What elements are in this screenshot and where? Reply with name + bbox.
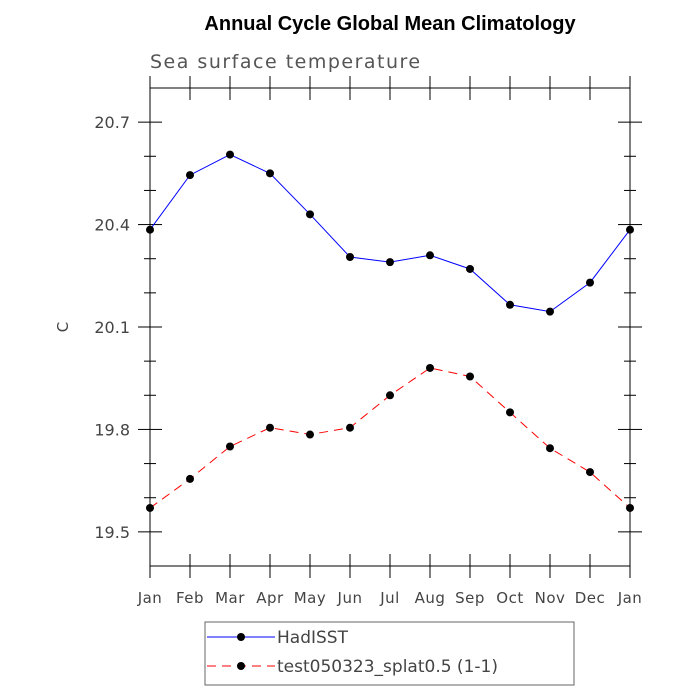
data-point-s0-8 (466, 264, 474, 273)
data-point-s1-1 (186, 474, 194, 483)
data-point-s0-7 (426, 251, 434, 260)
legend-label-hadisst: HadISST (277, 628, 349, 648)
chart-subtitle: Sea surface temperature (150, 51, 422, 73)
data-point-s0-5 (346, 253, 354, 262)
series-layer (146, 150, 634, 512)
y-tick-label: 19.8 (94, 420, 130, 439)
axis-ticks (138, 76, 642, 578)
data-point-s1-5 (346, 423, 354, 432)
x-tick-labels: Jan Feb Mar Apr May Jun Jul Aug Sep Oct Nov Dec Jan (137, 589, 643, 607)
x-tick-label: Apr (256, 589, 284, 607)
plot-frame (149, 87, 631, 567)
x-tick-label: Jan (137, 589, 163, 607)
data-point-s1-4 (306, 430, 314, 439)
x-tick-label: Aug (415, 589, 446, 607)
data-point-s1-0 (146, 503, 154, 512)
data-point-s0-0 (146, 225, 154, 234)
data-point-s0-4 (306, 210, 314, 219)
y-tick-label: 20.7 (94, 113, 130, 132)
data-point-s1-3 (266, 423, 274, 432)
data-point-s0-10 (546, 307, 554, 316)
legend-marker-test (237, 662, 245, 670)
data-point-s1-10 (546, 444, 554, 453)
data-point-s0-12 (626, 225, 634, 234)
y-axis-label: C (54, 322, 72, 332)
y-tick-labels: 20.7 20.4 20.1 19.8 19.5 (94, 113, 130, 542)
data-point-s1-11 (586, 468, 594, 477)
series-line-1 (149, 367, 631, 509)
data-point-s0-9 (506, 300, 514, 309)
chart-title: Annual Cycle Global Mean Climatology (204, 13, 576, 35)
data-point-s1-6 (386, 391, 394, 400)
data-point-s0-6 (386, 258, 394, 267)
legend-box (204, 621, 575, 686)
x-tick-label: May (294, 589, 327, 607)
x-tick-label: Feb (176, 589, 204, 607)
legend-label-test: test050323_splat0.5 (1-1) (277, 657, 498, 677)
x-tick-label: Jan (617, 589, 643, 607)
x-tick-label: Jul (379, 589, 400, 607)
x-tick-label: Mar (215, 589, 245, 607)
y-tick-label: 19.5 (94, 523, 130, 542)
x-tick-label: Jun (337, 589, 363, 607)
data-point-s1-2 (226, 442, 234, 451)
data-point-s1-9 (506, 408, 514, 417)
y-tick-label: 20.4 (94, 216, 130, 235)
data-point-s0-3 (266, 169, 274, 178)
data-point-s0-2 (226, 150, 234, 159)
data-point-s1-12 (626, 503, 634, 512)
legend: HadISST test050323_splat0.5 (1-1) (204, 621, 575, 686)
y-tick-label: 20.1 (94, 318, 130, 337)
data-point-s1-8 (466, 372, 474, 381)
x-tick-label: Dec (575, 589, 606, 607)
legend-marker-hadisst (237, 633, 245, 641)
x-tick-label: Nov (535, 589, 566, 607)
data-point-s0-1 (186, 171, 194, 180)
data-point-s0-11 (586, 278, 594, 287)
x-tick-label: Oct (496, 589, 523, 607)
series-line-0 (149, 154, 631, 313)
data-point-s1-7 (426, 363, 434, 372)
x-tick-label: Sep (455, 589, 485, 607)
